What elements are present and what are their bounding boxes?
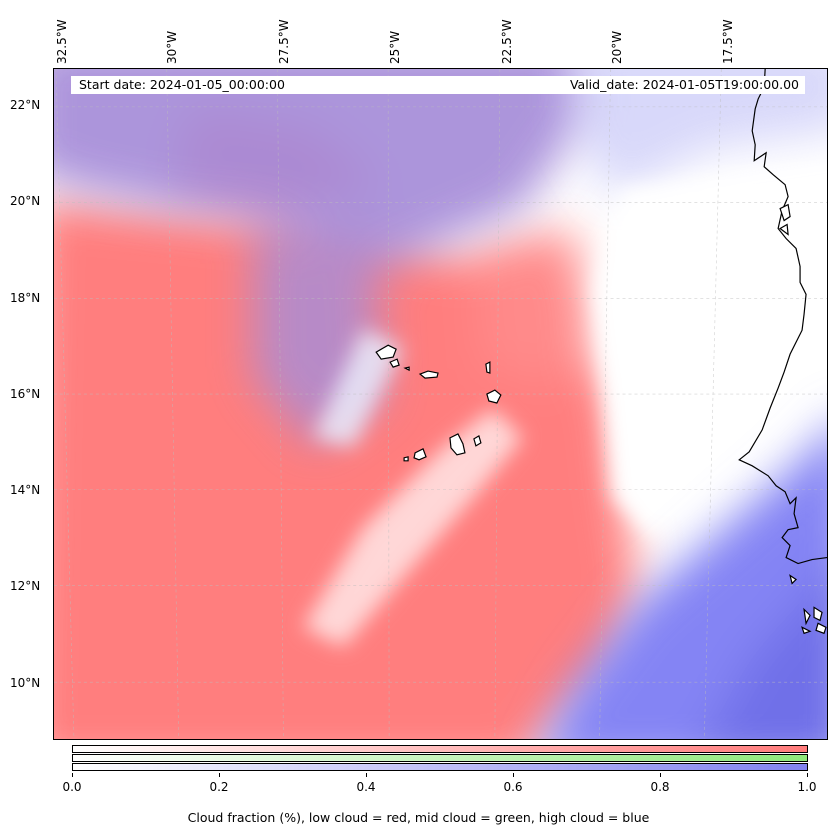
high-cloud-northeast: [572, 69, 827, 199]
island-maio: [473, 434, 482, 447]
cbar-tickmark: [513, 773, 514, 777]
cbar-tickmark: [219, 773, 220, 777]
map-canvas: [54, 69, 827, 739]
lat-label-14n: 14°N: [10, 483, 41, 497]
cbar-tickmark: [660, 773, 661, 777]
west-africa-coastline: [738, 69, 827, 635]
valid-date: Valid_date: 2024-01-05T19:00:00.00: [569, 77, 799, 92]
island-brava: [403, 456, 409, 462]
colorbar: [72, 745, 808, 772]
island-santa-luzia: [403, 366, 410, 372]
lat-label-22n: 22°N: [10, 98, 41, 112]
cape-verde-islands: [375, 344, 502, 462]
cbar-tick-1: 0.2: [209, 780, 229, 794]
lon-label-17.5w: 17.5°W: [721, 19, 735, 64]
island-fogo: [413, 448, 427, 461]
date-info-bar: Start date: 2024-01-05_00:00:00 Valid_da…: [71, 76, 805, 94]
cbar-tick-0: 0.0: [62, 780, 82, 794]
cbar-tick-3: 0.6: [503, 780, 523, 794]
cbar-tick-2: 0.4: [356, 780, 376, 794]
lat-label-20n: 20°N: [10, 194, 41, 208]
cbar-tickmark: [807, 773, 808, 777]
colorbar-high-cloud: [72, 763, 808, 771]
clear-east: [592, 170, 827, 538]
island-sao-nicolau: [418, 370, 439, 379]
lat-label-10n: 10°N: [10, 676, 41, 690]
lon-label-32.5w: 32.5°W: [55, 19, 69, 64]
cbar-tick-5: 1.0: [797, 780, 817, 794]
graticule: [54, 69, 827, 739]
start-date: Start date: 2024-01-05_00:00:00: [79, 77, 285, 92]
island-sao-vicente: [389, 358, 400, 368]
colorbar-mid-cloud: [72, 754, 808, 762]
island-boa-vista: [486, 389, 502, 404]
lon-label-22.5w: 22.5°W: [500, 19, 514, 64]
island-santiago: [449, 433, 466, 456]
colorbar-low-cloud: [72, 745, 808, 753]
lat-label-12n: 12°N: [10, 579, 41, 593]
lon-label-30w: 30°W: [165, 30, 179, 64]
lat-label-18n: 18°N: [10, 291, 41, 305]
island-santo-antao: [375, 344, 397, 360]
high-cloud-southeast: [546, 432, 827, 739]
lat-label-16n: 16°N: [10, 387, 41, 401]
island-sal: [485, 361, 491, 374]
colorbar-label: Cloud fraction (%), low cloud = red, mid…: [187, 810, 650, 825]
lon-label-25w: 25°W: [388, 30, 402, 64]
lon-label-27.5w: 27.5°W: [277, 19, 291, 64]
lon-label-20w: 20°W: [610, 30, 624, 64]
cbar-tickmark: [72, 773, 73, 777]
cbar-tickmark: [366, 773, 367, 777]
cbar-tick-4: 0.8: [650, 780, 670, 794]
cloud-fraction-map: [53, 68, 828, 740]
